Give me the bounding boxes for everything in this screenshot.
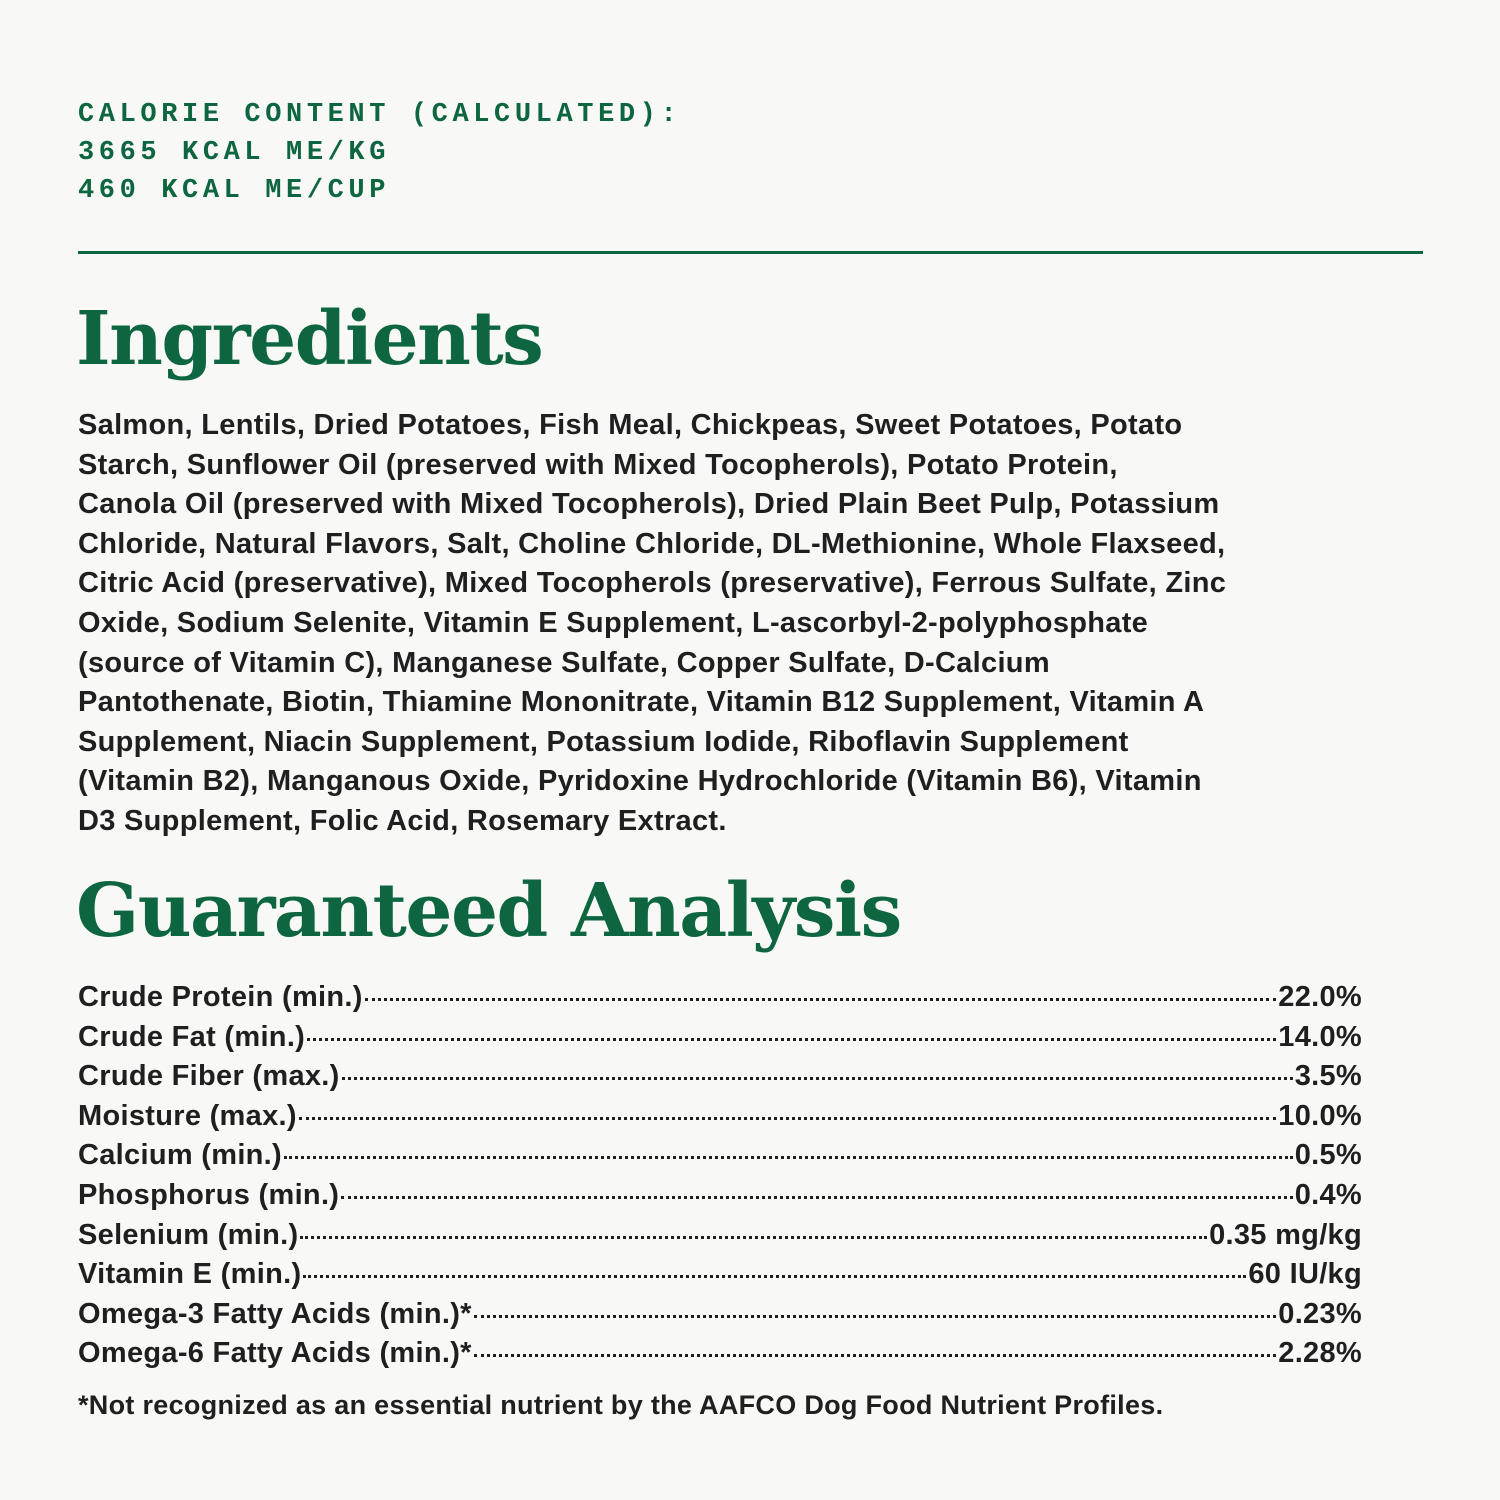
dot-leader <box>364 998 1277 1001</box>
dot-leader <box>341 1195 1293 1199</box>
analysis-row: Omega-6 Fatty Acids (min.)* 2.28% <box>78 1334 1362 1374</box>
nutrient-value: 0.4% <box>1294 1178 1362 1211</box>
nutrient-label: Calcium (min.) <box>78 1139 282 1172</box>
ingredients-line: D3 Supplement, Folic Acid, Rosemary Extr… <box>78 804 727 837</box>
calorie-heading: CALORIE CONTENT (CALCULATED): <box>78 100 682 130</box>
ingredients-line: Pantothenate, Biotin, Thiamine Mononitra… <box>78 686 1205 719</box>
dot-leader <box>473 1354 1277 1358</box>
nutrient-label: Crude Fat (min.) <box>78 1020 306 1053</box>
dot-leader <box>473 1314 1277 1318</box>
nutrient-value: 0.23% <box>1278 1297 1362 1330</box>
calorie-per-cup: 460 KCAL ME/CUP <box>78 176 391 206</box>
nutrient-value: 0.5% <box>1294 1139 1362 1172</box>
guaranteed-analysis-title: Guaranteed Analysis <box>76 868 902 954</box>
analysis-row: Phosphorus (min.) 0.4% <box>78 1176 1362 1216</box>
ingredients-line: Citric Acid (preservative), Mixed Tocoph… <box>78 567 1227 600</box>
nutrient-label: Omega-6 Fatty Acids (min.)* <box>78 1337 472 1370</box>
dot-leader <box>284 1156 1293 1160</box>
nutrient-value: 3.5% <box>1294 1060 1362 1093</box>
nutrient-label: Vitamin E (min.) <box>78 1258 302 1291</box>
ingredients-list: Salmon, Lentils, Dried Potatoes, Fish Me… <box>78 406 1226 842</box>
nutrient-label: Crude Fiber (max.) <box>78 1060 340 1093</box>
ingredients-line: Chloride, Natural Flavors, Salt, Choline… <box>78 527 1226 560</box>
ingredients-line: Starch, Sunflower Oil (preserved with Mi… <box>78 448 1118 481</box>
analysis-row: Calcium (min.) 0.5% <box>78 1136 1362 1176</box>
analysis-row: Crude Protein (min.) 22.0% <box>78 978 1362 1018</box>
dot-leader <box>341 1077 1293 1081</box>
ingredients-line: (Vitamin B2), Manganous Oxide, Pyridoxin… <box>78 765 1202 798</box>
nutrient-label: Phosphorus (min.) <box>78 1178 340 1211</box>
analysis-table: Crude Protein (min.) 22.0% Crude Fat (min.… <box>78 978 1362 1374</box>
calorie-per-kg: 3665 KCAL ME/KG <box>78 138 391 168</box>
footnote: *Not recognized as an essential nutrient… <box>78 1390 1164 1420</box>
analysis-row: Moisture (max.) 10.0% <box>78 1097 1362 1137</box>
nutrient-value: 10.0% <box>1278 1099 1362 1132</box>
ingredients-line: Oxide, Sodium Selenite, Vitamin E Supple… <box>78 606 1149 639</box>
ingredients-line: Supplement, Niacin Supplement, Potassium… <box>78 725 1129 758</box>
analysis-row: Crude Fat (min.) 14.0% <box>78 1018 1362 1058</box>
nutrient-label: Omega-3 Fatty Acids (min.)* <box>78 1297 472 1330</box>
analysis-row: Omega-3 Fatty Acids (min.)* 0.23% <box>78 1295 1362 1335</box>
nutrient-value: 2.28% <box>1278 1337 1362 1370</box>
dot-leader <box>298 1116 1277 1120</box>
analysis-row: Crude Fiber (max.) 3.5% <box>78 1057 1362 1097</box>
nutrient-value: 0.35 mg/kg <box>1209 1218 1362 1251</box>
divider <box>78 251 1423 254</box>
ingredients-line: Salmon, Lentils, Dried Potatoes, Fish Me… <box>78 409 1183 441</box>
ingredients-title: Ingredients <box>76 296 544 382</box>
nutrient-label: Crude Protein (min.) <box>78 981 363 1013</box>
nutrient-label: Moisture (max.) <box>78 1099 297 1132</box>
dot-leader <box>303 1275 1247 1279</box>
dot-leader <box>307 1037 1277 1041</box>
calorie-content: CALORIE CONTENT (CALCULATED): 3665 KCAL … <box>78 96 681 210</box>
analysis-row: Selenium (min.) 0.35 mg/kg <box>78 1216 1362 1256</box>
dot-leader <box>300 1235 1208 1239</box>
nutrient-value: 22.0% <box>1278 981 1362 1013</box>
analysis-row: Vitamin E (min.) 60 IU/kg <box>78 1255 1362 1295</box>
nutrient-value: 60 IU/kg <box>1248 1258 1362 1291</box>
nutrient-value: 14.0% <box>1278 1020 1362 1053</box>
ingredients-line: (source of Vitamin C), Manganese Sulfate… <box>78 646 1050 679</box>
ingredients-line: Canola Oil (preserved with Mixed Tocophe… <box>78 488 1220 521</box>
nutrient-label: Selenium (min.) <box>78 1218 299 1251</box>
